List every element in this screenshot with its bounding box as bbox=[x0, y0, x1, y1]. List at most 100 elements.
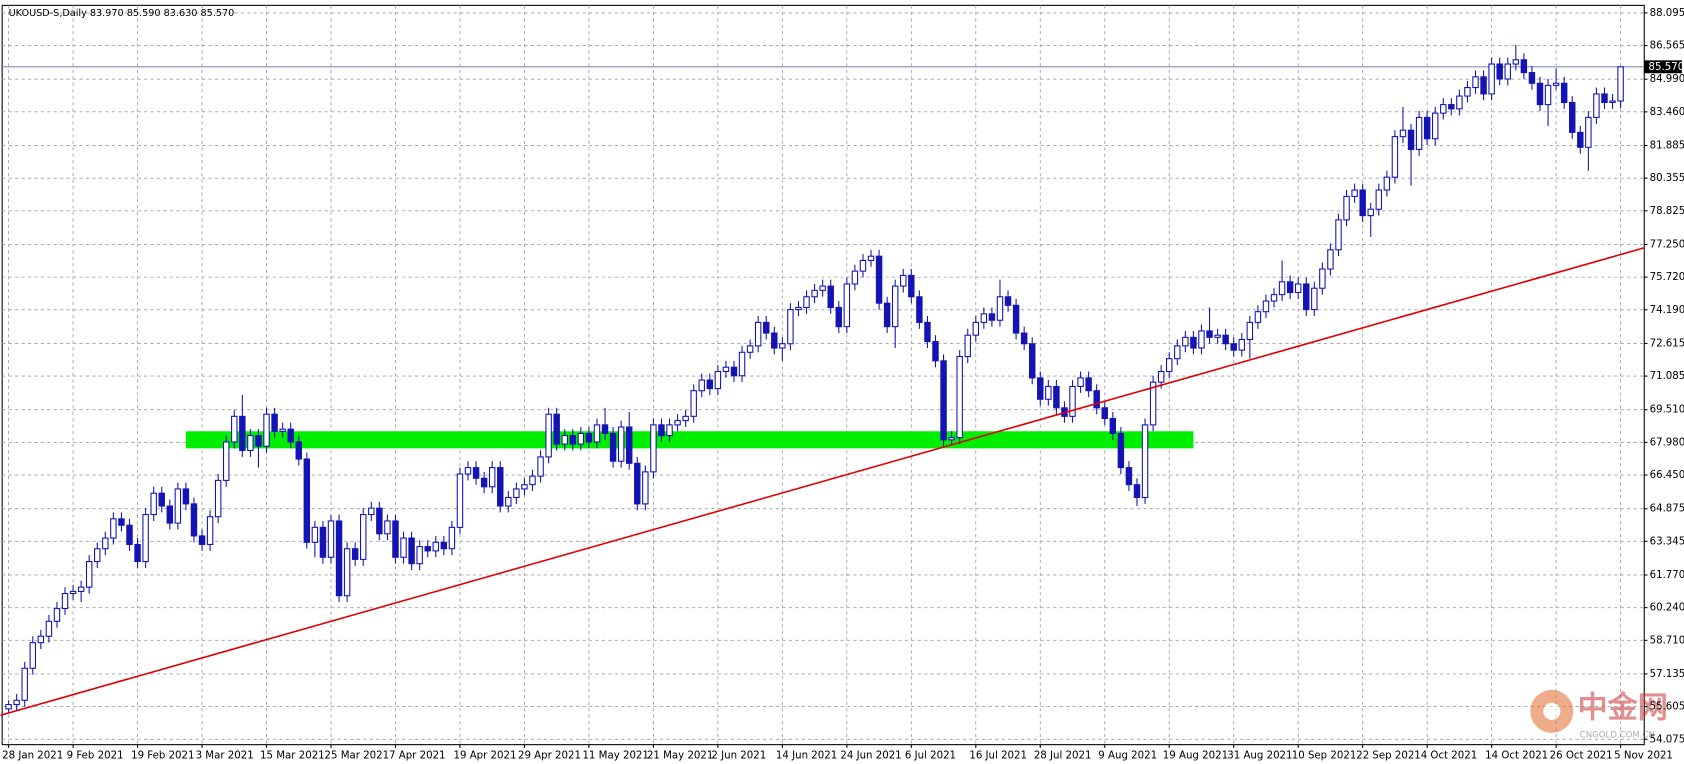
candle-body bbox=[867, 255, 875, 262]
y-tick-label: 83.460 bbox=[1650, 107, 1684, 118]
candle-body bbox=[488, 467, 496, 488]
candle-body bbox=[1262, 300, 1270, 313]
candle-body bbox=[1488, 63, 1495, 95]
candle-body bbox=[609, 432, 617, 462]
candle-body bbox=[771, 332, 778, 349]
y-tick-label: 81.885 bbox=[1650, 140, 1684, 151]
candle-body bbox=[1141, 424, 1149, 499]
candle-body bbox=[891, 285, 899, 328]
candle-body bbox=[287, 428, 294, 443]
candle-body bbox=[996, 296, 1004, 321]
candle-body bbox=[988, 313, 996, 321]
candle-body bbox=[1552, 82, 1560, 86]
candle-body bbox=[360, 514, 367, 560]
candle-body bbox=[182, 488, 190, 505]
candle-body bbox=[1109, 417, 1117, 434]
candle-body bbox=[432, 541, 440, 552]
watermark: 中金网 CNGOLD.COM.CN bbox=[1530, 689, 1668, 740]
candle-body bbox=[908, 274, 915, 298]
candle-body bbox=[1069, 385, 1076, 417]
y-tick-label: 74.190 bbox=[1650, 305, 1684, 316]
candle-body bbox=[1528, 72, 1536, 84]
x-tick-label: 26 Oct 2021 bbox=[1550, 750, 1613, 761]
candle-body bbox=[239, 415, 246, 452]
candle-body bbox=[85, 560, 93, 588]
x-tick-label: 29 Apr 2021 bbox=[518, 750, 581, 761]
y-tick-label: 54.075 bbox=[1650, 734, 1684, 745]
candle-body bbox=[779, 343, 786, 349]
candle-body bbox=[102, 537, 109, 550]
candle-body bbox=[932, 341, 939, 362]
candle-body bbox=[1399, 129, 1407, 138]
candle-body bbox=[53, 607, 61, 622]
candle-body bbox=[682, 415, 689, 422]
candle-body bbox=[271, 413, 278, 432]
candle-body bbox=[29, 642, 37, 669]
x-tick-label: 14 Oct 2021 bbox=[1485, 750, 1548, 761]
chart-title: UKOUSD-S,Daily 83.970 85.590 83.630 85.5… bbox=[9, 8, 235, 19]
x-tick-label: 4 Oct 2021 bbox=[1421, 750, 1478, 761]
candle-body bbox=[21, 667, 28, 701]
y-tick-label: 86.565 bbox=[1650, 41, 1684, 52]
candle-body bbox=[1375, 189, 1383, 210]
candle-body bbox=[972, 321, 980, 336]
candle-body bbox=[222, 441, 230, 481]
candle-body bbox=[1383, 176, 1391, 191]
candle-body bbox=[787, 309, 794, 345]
x-tick-label: 5 Nov 2021 bbox=[1614, 750, 1673, 761]
candle-body bbox=[110, 518, 117, 539]
candle-body bbox=[408, 537, 415, 565]
candle-body bbox=[1246, 321, 1254, 341]
candle-body bbox=[1037, 377, 1044, 400]
candle-body bbox=[706, 379, 714, 390]
candle-body bbox=[247, 435, 254, 452]
candle-body bbox=[1464, 86, 1471, 97]
candle-body bbox=[231, 415, 238, 443]
candle-body bbox=[1327, 249, 1334, 270]
y-tick-label: 69.510 bbox=[1650, 405, 1684, 416]
candle-body bbox=[77, 586, 85, 592]
candle-body bbox=[480, 477, 488, 488]
x-tick-label: 19 Feb 2021 bbox=[131, 750, 194, 761]
candle-body bbox=[295, 441, 302, 460]
candle-body bbox=[376, 507, 383, 535]
candle-body bbox=[1415, 116, 1423, 150]
candle-body bbox=[327, 520, 335, 558]
candle-body bbox=[1286, 281, 1294, 294]
candle-body bbox=[1407, 129, 1415, 150]
candle-body bbox=[1496, 63, 1503, 80]
candle-body bbox=[1303, 283, 1310, 311]
candle-body bbox=[811, 289, 818, 298]
y-tick-label: 55.605 bbox=[1650, 702, 1684, 713]
candle-body bbox=[1609, 100, 1616, 104]
candle-body bbox=[1294, 283, 1302, 294]
candle-body bbox=[118, 518, 125, 526]
x-tick-label: 19 Apr 2021 bbox=[454, 750, 517, 761]
y-tick-label: 64.875 bbox=[1650, 504, 1684, 515]
y-tick-label: 63.345 bbox=[1650, 536, 1684, 547]
candle-body bbox=[214, 479, 222, 518]
y-tick-label: 80.355 bbox=[1650, 173, 1684, 184]
candle-body bbox=[763, 321, 770, 334]
candle-body bbox=[1448, 104, 1455, 110]
candle-body bbox=[134, 543, 141, 563]
candle-body bbox=[1270, 294, 1278, 302]
candle-body bbox=[1472, 76, 1479, 89]
candle-body bbox=[698, 379, 705, 392]
y-tick-label: 75.720 bbox=[1650, 272, 1684, 283]
candle-body bbox=[166, 505, 174, 524]
candle-body bbox=[1125, 467, 1133, 486]
candle-body bbox=[1166, 358, 1173, 373]
candle-body bbox=[1101, 407, 1108, 420]
x-tick-label: 9 Feb 2021 bbox=[67, 750, 124, 761]
candle-body bbox=[803, 296, 810, 308]
candle-body bbox=[255, 435, 262, 447]
trendline bbox=[0, 246, 1645, 717]
candle-body bbox=[126, 524, 133, 545]
candle-body bbox=[1440, 104, 1447, 114]
candle-body bbox=[666, 424, 673, 437]
candle-body bbox=[617, 426, 625, 462]
y-tick-label: 66.450 bbox=[1650, 470, 1684, 481]
candle-body bbox=[859, 259, 867, 272]
candle-body bbox=[1174, 345, 1181, 360]
